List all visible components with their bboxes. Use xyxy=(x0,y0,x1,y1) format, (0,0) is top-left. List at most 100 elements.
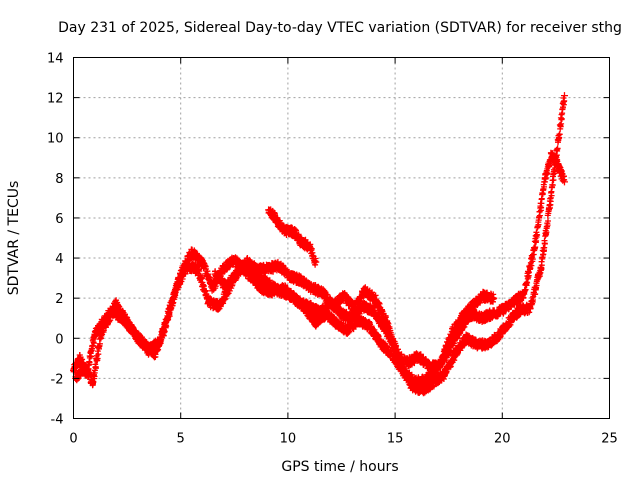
data-point xyxy=(560,92,568,100)
data-point xyxy=(509,298,517,306)
data-point xyxy=(297,276,305,284)
data-point xyxy=(209,284,217,292)
tick-labels: 0 5 10 15 20 25 -4 -2 0 2 4 6 8 10 12 14 xyxy=(47,52,618,447)
axis-ticks xyxy=(73,57,610,419)
x-tick-label: 15 xyxy=(387,432,404,447)
y-tick-label: 8 xyxy=(55,172,63,187)
data-point xyxy=(548,150,556,158)
x-tick-label: 5 xyxy=(177,432,185,447)
data-point xyxy=(333,320,341,328)
data-point xyxy=(537,264,545,272)
data-point xyxy=(91,330,99,338)
y-tick-label: -4 xyxy=(51,413,64,428)
data-point xyxy=(340,292,348,300)
data-point xyxy=(211,270,219,278)
x-tick-label: 10 xyxy=(280,432,297,447)
grid-lines xyxy=(73,57,610,419)
data-point xyxy=(258,284,266,292)
data-point xyxy=(119,314,127,322)
x-axis-label: GPS time / hours xyxy=(281,459,398,475)
y-tick-label: 10 xyxy=(47,132,64,147)
series-3 xyxy=(265,206,320,268)
data-point xyxy=(187,248,195,256)
data-point xyxy=(436,362,444,370)
data-point xyxy=(376,338,384,346)
data-point xyxy=(387,350,395,358)
data-point xyxy=(312,258,320,266)
data-point xyxy=(220,264,228,272)
data-point xyxy=(80,362,88,370)
x-tick-label: 0 xyxy=(69,432,77,447)
data-point xyxy=(520,290,528,298)
data-point xyxy=(494,332,502,340)
series-markers xyxy=(265,206,319,268)
data-point xyxy=(372,296,380,304)
data-point xyxy=(398,364,406,372)
data-point xyxy=(89,378,97,386)
data-point xyxy=(194,266,202,274)
data-point xyxy=(280,284,288,292)
data-point xyxy=(383,318,391,326)
data-point xyxy=(108,308,116,316)
y-tick-label: 12 xyxy=(47,92,64,107)
data-point xyxy=(447,330,455,338)
data-point xyxy=(183,262,191,270)
data-point xyxy=(393,352,401,360)
data-point xyxy=(130,328,138,336)
data-point xyxy=(419,386,427,394)
x-tick-label: 25 xyxy=(601,432,618,447)
data-point xyxy=(404,358,412,366)
data-series xyxy=(70,92,568,397)
data-point xyxy=(286,272,294,280)
data-point xyxy=(554,162,562,170)
data-point xyxy=(112,300,120,308)
data-point xyxy=(254,266,262,274)
data-point xyxy=(365,322,373,330)
data-point xyxy=(318,288,326,296)
data-point xyxy=(515,306,523,314)
data-point xyxy=(172,284,180,292)
data-point xyxy=(344,326,352,334)
data-point xyxy=(162,322,170,330)
data-point xyxy=(198,258,206,266)
data-point xyxy=(552,154,560,162)
data-point xyxy=(541,174,549,182)
data-point xyxy=(290,228,298,236)
data-point xyxy=(232,270,240,278)
series-1 xyxy=(70,149,568,390)
data-point xyxy=(305,242,313,250)
data-point xyxy=(408,382,416,390)
data-point xyxy=(205,298,213,306)
data-point xyxy=(458,314,466,322)
data-point xyxy=(530,244,538,252)
data-point xyxy=(338,310,345,318)
data-point xyxy=(430,378,438,386)
y-tick-label: 14 xyxy=(47,52,64,67)
data-point xyxy=(151,350,159,358)
data-point xyxy=(271,214,279,222)
y-tick-label: -2 xyxy=(51,372,64,387)
data-point xyxy=(479,292,487,300)
y-axis-label: SDTVAR / TECUs xyxy=(6,181,22,296)
data-point xyxy=(440,370,448,378)
data-point xyxy=(222,282,230,290)
series-4 xyxy=(211,255,498,374)
x-tick-label: 20 xyxy=(494,432,511,447)
data-point xyxy=(140,340,148,348)
data-point xyxy=(468,302,476,310)
data-point xyxy=(230,256,238,264)
y-tick-label: 4 xyxy=(55,252,63,267)
data-point xyxy=(312,318,320,326)
data-point xyxy=(97,328,105,336)
data-point xyxy=(505,318,513,326)
data-point xyxy=(488,310,496,318)
data-point xyxy=(361,286,369,294)
data-point xyxy=(301,304,309,312)
data-point xyxy=(280,226,288,234)
data-point xyxy=(425,362,433,370)
data-point xyxy=(490,294,498,302)
data-point xyxy=(265,206,273,214)
y-tick-label: 0 xyxy=(55,332,63,347)
data-point xyxy=(451,350,459,358)
